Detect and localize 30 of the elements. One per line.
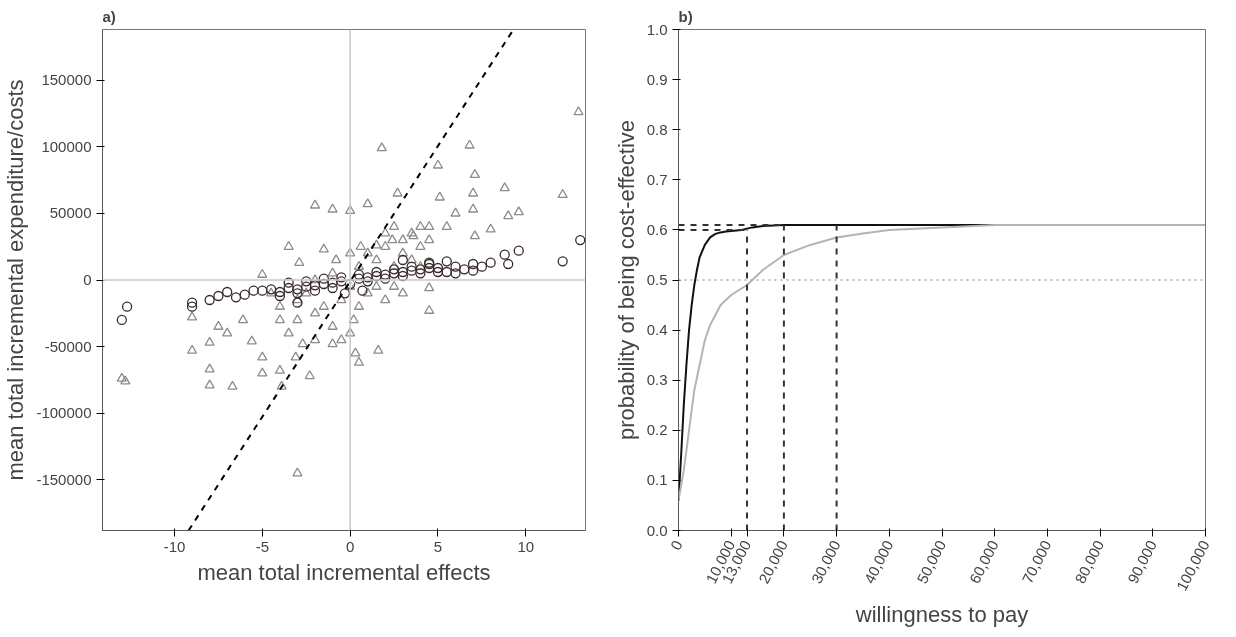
y-axis-title: probability of being cost-effective: [613, 120, 639, 440]
chart-title: b): [678, 7, 693, 25]
y-tick-label: 50000: [49, 204, 92, 222]
y-tick-label: 0.6: [646, 220, 668, 238]
y-tick-label: 0.8: [646, 120, 668, 138]
x-tick-label: -10: [163, 537, 186, 555]
y-tick-label: 100000: [41, 137, 92, 155]
x-axis-title: willingness to pay: [854, 602, 1029, 628]
x-tick-label: 0: [666, 537, 686, 553]
y-tick-label: 0.5: [646, 271, 668, 288]
y-tick-label: 1.0: [646, 20, 668, 38]
y-tick-label: -150000: [36, 470, 92, 488]
y-tick-label: 0.0: [646, 521, 668, 539]
x-tick-label: 0: [345, 537, 355, 555]
y-tick-label: 0.2: [646, 421, 668, 439]
y-axis-title: mean total incremental expenditure/costs: [3, 79, 29, 481]
y-tick-label: 0.1: [646, 471, 668, 489]
y-tick-label: 0.4: [646, 321, 668, 339]
y-tick-label: 0.7: [646, 170, 668, 188]
y-tick-label: 150000: [41, 71, 92, 89]
x-tick-label: 5: [433, 537, 443, 555]
y-tick-label: 0.9: [646, 70, 668, 88]
y-tick-label: -50000: [44, 337, 92, 355]
chart-title: a): [102, 7, 116, 25]
y-tick-label: 0.3: [646, 371, 668, 389]
x-tick-label: 10: [517, 537, 535, 555]
x-axis-title: mean total incremental effects: [197, 559, 491, 585]
y-tick-label: 0: [83, 271, 92, 288]
x-tick-label: -5: [255, 537, 269, 555]
y-tick-label: -100000: [36, 404, 92, 422]
